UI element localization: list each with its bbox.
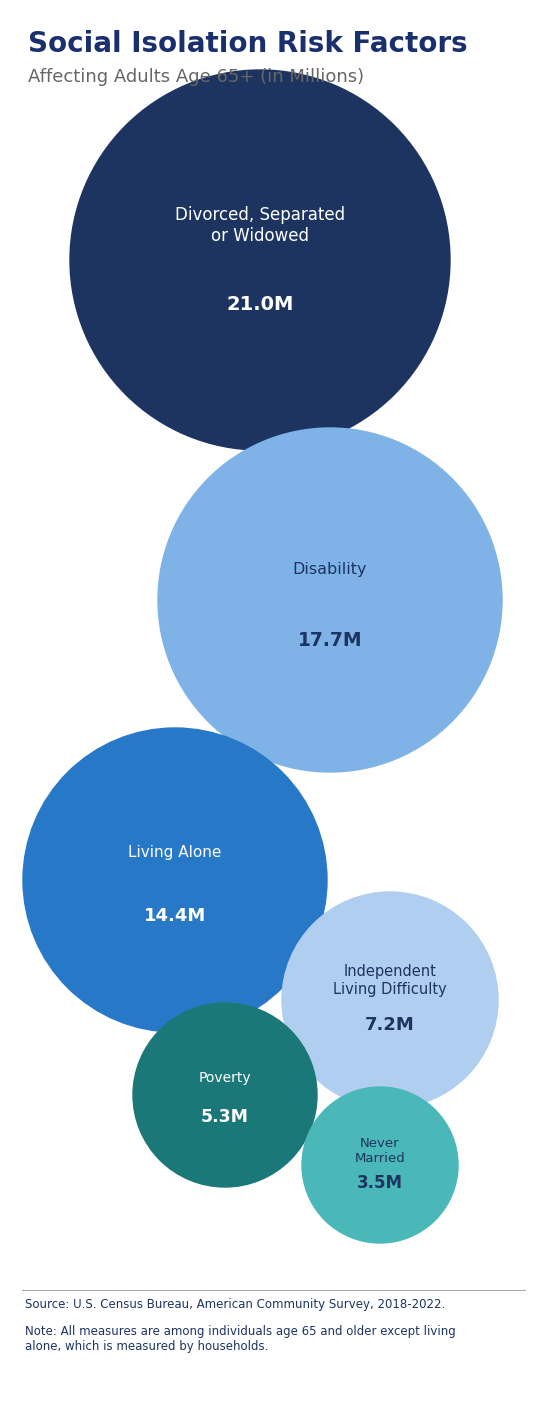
Text: Social Isolation Risk Factors: Social Isolation Risk Factors [28,30,468,58]
Text: 7.2M: 7.2M [365,1017,415,1034]
Text: Independent
Living Difficulty: Independent Living Difficulty [333,964,447,997]
Text: 21.0M: 21.0M [226,295,294,313]
Text: 17.7M: 17.7M [298,631,362,650]
Text: Note: All measures are among individuals age 65 and older except living
alone, w: Note: All measures are among individuals… [25,1324,456,1353]
Text: Source: U.S. Census Bureau, American Community Survey, 2018-2022.: Source: U.S. Census Bureau, American Com… [25,1298,445,1310]
Text: 14.4M: 14.4M [144,907,206,925]
Circle shape [282,892,498,1108]
Text: Poverty: Poverty [199,1072,251,1086]
Circle shape [158,428,502,772]
Circle shape [133,1003,317,1187]
Text: Affecting Adults Age 65+ (in Millions): Affecting Adults Age 65+ (in Millions) [28,68,364,86]
Text: Disability: Disability [293,562,367,576]
Circle shape [302,1087,458,1243]
Circle shape [70,71,450,450]
Circle shape [23,729,327,1032]
Text: Living Alone: Living Alone [129,846,222,860]
Text: 5.3M: 5.3M [201,1107,249,1125]
Text: Never
Married: Never Married [354,1137,405,1165]
Text: Divorced, Separated
or Widowed: Divorced, Separated or Widowed [175,206,345,246]
Text: 3.5M: 3.5M [357,1175,403,1192]
